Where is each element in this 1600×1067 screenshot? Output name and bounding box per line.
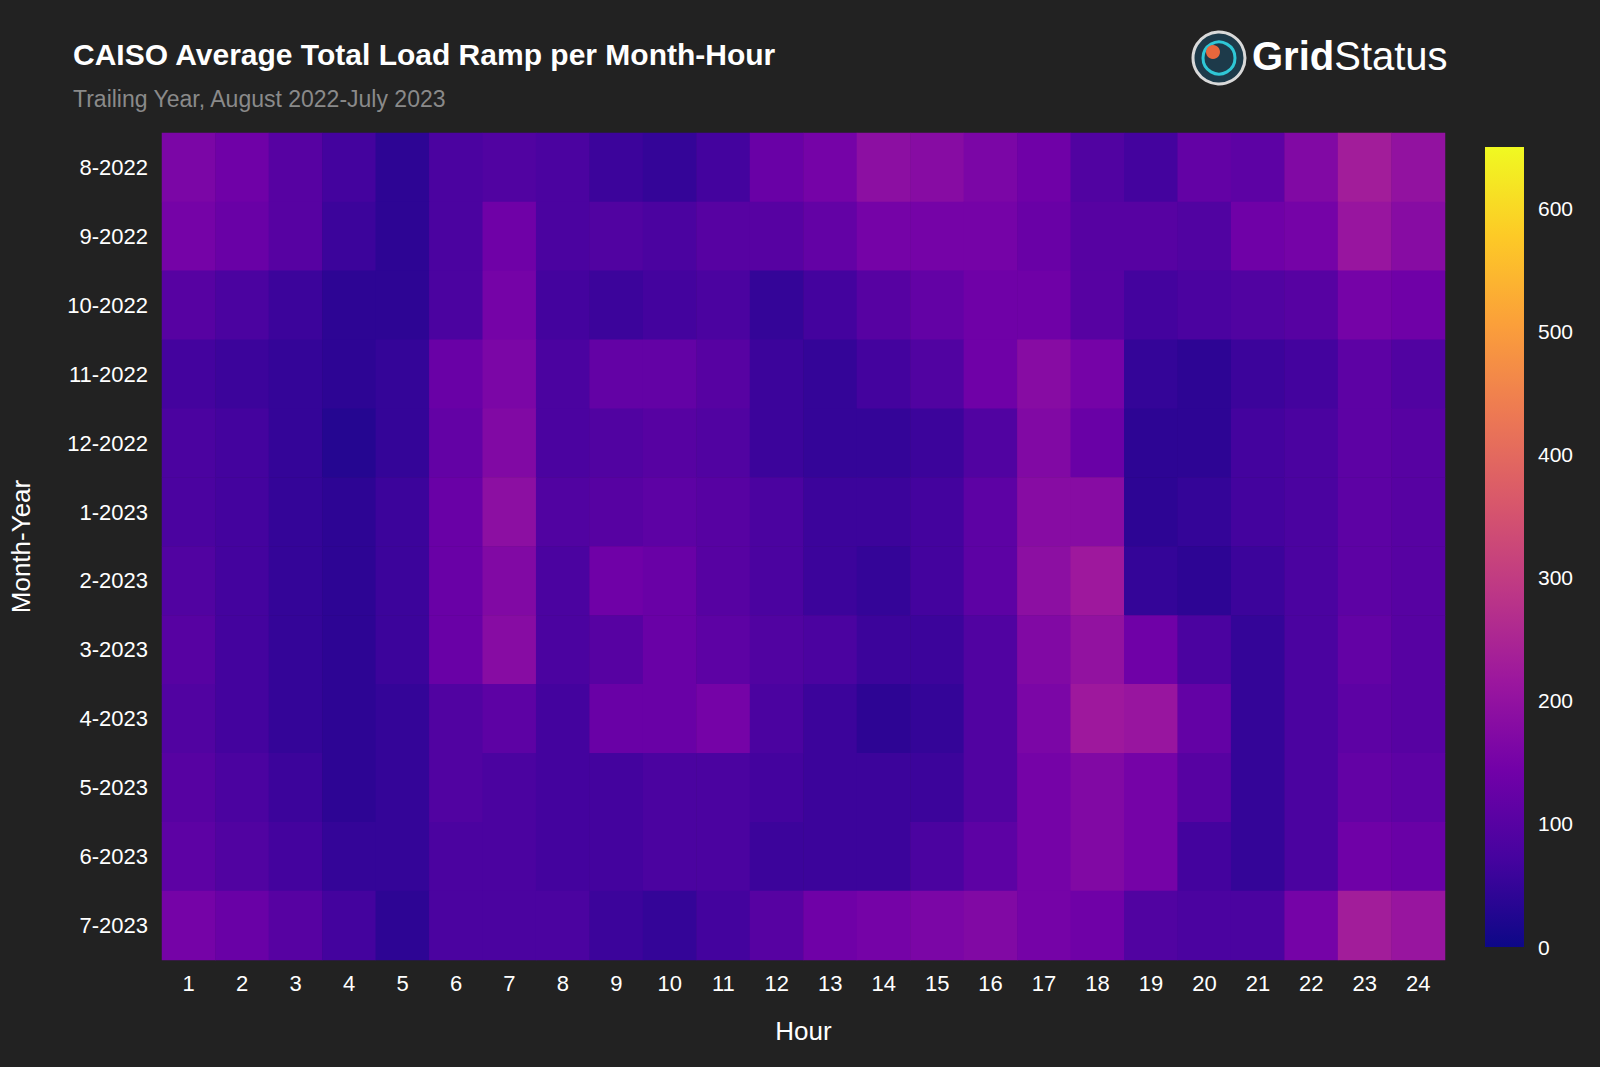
svg-text:5: 5 [396, 971, 408, 996]
svg-text:3-2023: 3-2023 [79, 637, 148, 662]
svg-text:13: 13 [818, 971, 842, 996]
svg-text:0: 0 [1538, 936, 1550, 959]
svg-text:19: 19 [1139, 971, 1163, 996]
svg-text:4: 4 [343, 971, 355, 996]
svg-text:16: 16 [978, 971, 1002, 996]
svg-text:600: 600 [1538, 197, 1573, 220]
svg-text:Trailing Year, August 2022-Jul: Trailing Year, August 2022-July 2023 [73, 86, 446, 112]
svg-text:15: 15 [925, 971, 949, 996]
svg-text:300: 300 [1538, 566, 1573, 589]
svg-text:7: 7 [503, 971, 515, 996]
svg-text:Hour: Hour [775, 1016, 832, 1046]
svg-text:24: 24 [1406, 971, 1430, 996]
svg-text:8: 8 [557, 971, 569, 996]
svg-text:18: 18 [1085, 971, 1109, 996]
svg-text:22: 22 [1299, 971, 1323, 996]
svg-text:7-2023: 7-2023 [79, 913, 148, 938]
svg-text:10: 10 [658, 971, 682, 996]
svg-text:400: 400 [1538, 443, 1573, 466]
svg-text:Status: Status [1334, 34, 1447, 78]
svg-text:Grid: Grid [1252, 34, 1334, 78]
svg-text:6-2023: 6-2023 [79, 844, 148, 869]
svg-text:CAISO Average Total Load Ramp: CAISO Average Total Load Ramp per Month-… [73, 38, 776, 71]
svg-text:100: 100 [1538, 812, 1573, 835]
svg-text:200: 200 [1538, 689, 1573, 712]
svg-text:14: 14 [871, 971, 895, 996]
svg-text:5-2023: 5-2023 [79, 775, 148, 800]
svg-text:9-2022: 9-2022 [79, 224, 148, 249]
svg-text:12-2022: 12-2022 [67, 431, 148, 456]
svg-text:12: 12 [765, 971, 789, 996]
svg-text:4-2023: 4-2023 [79, 706, 148, 731]
svg-text:1-2023: 1-2023 [79, 500, 148, 525]
svg-text:10-2022: 10-2022 [67, 293, 148, 318]
svg-text:21: 21 [1246, 971, 1270, 996]
svg-text:1: 1 [183, 971, 195, 996]
svg-text:11: 11 [712, 971, 735, 996]
svg-text:17: 17 [1032, 971, 1056, 996]
svg-text:8-2022: 8-2022 [79, 155, 148, 180]
svg-text:20: 20 [1192, 971, 1216, 996]
svg-text:2: 2 [236, 971, 248, 996]
svg-text:23: 23 [1353, 971, 1377, 996]
svg-text:9: 9 [610, 971, 622, 996]
svg-text:Month-Year: Month-Year [6, 479, 36, 613]
svg-text:2-2023: 2-2023 [79, 568, 148, 593]
svg-text:500: 500 [1538, 320, 1573, 343]
svg-text:3: 3 [290, 971, 302, 996]
svg-text:6: 6 [450, 971, 462, 996]
svg-text:11-2022: 11-2022 [69, 362, 148, 387]
